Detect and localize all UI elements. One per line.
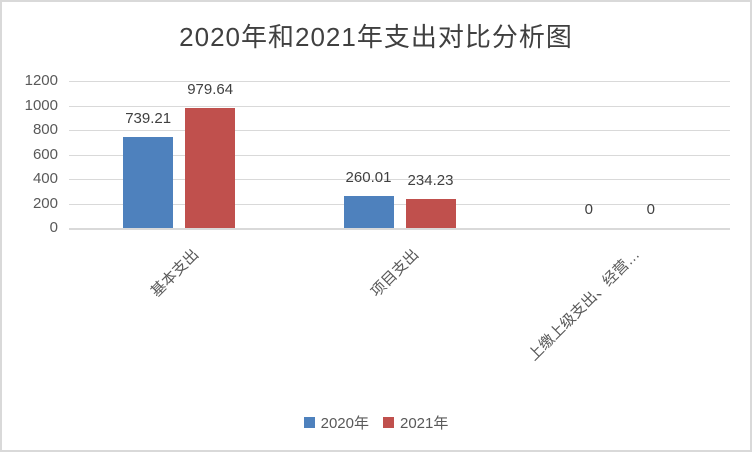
- bar-value-label: 0: [646, 201, 655, 218]
- x-axis-line: [69, 228, 730, 230]
- legend-label: 2020年: [320, 414, 369, 432]
- legend-item: 2021年: [383, 412, 448, 433]
- legend-label: 2021年: [400, 414, 449, 432]
- gridline: [69, 81, 730, 82]
- bar-value-label: 739.21: [125, 110, 172, 128]
- y-axis-tick-label: 200: [32, 194, 58, 212]
- bar: [123, 137, 174, 228]
- chart-title: 2020年和2021年支出对比分析图: [179, 22, 573, 52]
- legend: 2020年 2021年: [2, 410, 750, 434]
- category-label: 基本支出: [147, 246, 203, 301]
- y-axis-tick-label: 400: [32, 170, 58, 187]
- bar-value-label: 260.01: [345, 169, 392, 187]
- y-axis-tick-label: 1200: [24, 72, 58, 89]
- bar-value-label: 979.64: [187, 80, 234, 98]
- bar-value-label: 0: [584, 201, 593, 218]
- gridline: [69, 130, 730, 131]
- y-axis-tick-label: 1000: [24, 96, 58, 114]
- bar: [343, 196, 394, 228]
- gridline: [69, 203, 730, 205]
- legend-swatch: [303, 416, 315, 428]
- bar-value-label: 234.23: [407, 172, 454, 190]
- y-axis-tick-label: 600: [32, 145, 58, 163]
- category-label: 上缴上级支出、经营…: [524, 246, 643, 365]
- bar: [405, 199, 456, 228]
- y-axis-tick-label: 800: [32, 121, 58, 138]
- gridline: [69, 154, 730, 156]
- bar: [185, 107, 236, 228]
- gridline: [69, 105, 730, 107]
- y-axis-tick-label: 0: [49, 219, 58, 236]
- category-label: 项目支出: [368, 246, 423, 301]
- legend-swatch: [383, 416, 394, 428]
- gridline: [69, 179, 730, 180]
- legend-item: 2020年: [303, 412, 369, 433]
